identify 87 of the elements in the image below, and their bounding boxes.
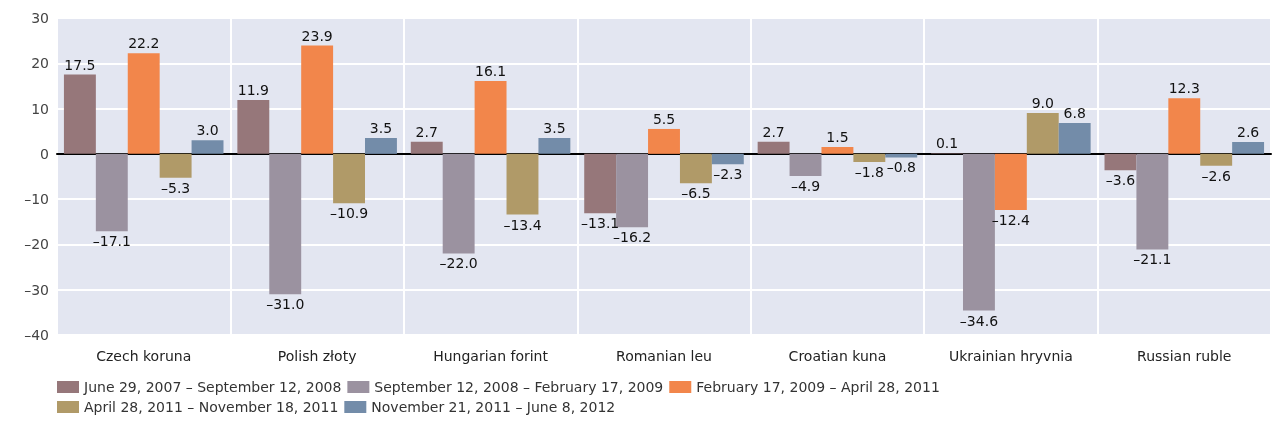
bar bbox=[757, 141, 790, 154]
data-label: –6.5 bbox=[681, 185, 711, 202]
data-label: –2.3 bbox=[713, 166, 743, 183]
bar bbox=[333, 153, 366, 204]
x-tick-label: Romanian leu bbox=[616, 348, 712, 364]
bar bbox=[506, 153, 539, 215]
bar bbox=[191, 140, 224, 154]
y-tick-label: 0 bbox=[40, 145, 49, 162]
data-label: 11.9 bbox=[237, 81, 269, 98]
data-label: –3.6 bbox=[1105, 172, 1136, 189]
data-label: 3.0 bbox=[196, 122, 219, 139]
data-label: 0.1 bbox=[935, 135, 959, 152]
bar bbox=[789, 153, 822, 177]
data-label: –5.3 bbox=[160, 179, 191, 196]
bar bbox=[127, 53, 160, 154]
bar bbox=[994, 153, 1027, 211]
data-label: –4.9 bbox=[790, 178, 821, 195]
data-label: 3.5 bbox=[369, 120, 393, 137]
bar bbox=[474, 80, 507, 154]
bar bbox=[301, 45, 334, 154]
data-label: 12.3 bbox=[1168, 80, 1200, 97]
bar bbox=[237, 99, 270, 154]
data-label: –31.0 bbox=[266, 296, 305, 313]
data-label: 9.0 bbox=[1031, 95, 1054, 112]
data-label: –34.6 bbox=[959, 312, 999, 329]
data-label: –13.4 bbox=[503, 216, 542, 233]
legend-label: February 17, 2009 – April 28, 2011 bbox=[696, 379, 940, 395]
bar bbox=[95, 153, 128, 232]
x-tick-label: Russian ruble bbox=[1137, 348, 1232, 364]
data-label: –13.1 bbox=[581, 215, 620, 232]
data-label: 2.7 bbox=[415, 123, 438, 140]
x-tick-label: Ukrainian hryvnia bbox=[948, 348, 1073, 364]
y-tick-label: –30 bbox=[24, 281, 49, 298]
data-label: 6.8 bbox=[1063, 105, 1086, 122]
legend-label: November 21, 2011 – June 8, 2012 bbox=[371, 399, 616, 415]
data-label: –10.9 bbox=[329, 205, 369, 222]
data-label: –1.8 bbox=[854, 164, 884, 181]
data-label: 1.5 bbox=[826, 129, 849, 146]
bar bbox=[410, 141, 443, 154]
bar bbox=[1200, 153, 1233, 166]
legend-label: April 28, 2011 – November 18, 2011 bbox=[84, 399, 339, 415]
bar bbox=[159, 153, 192, 178]
x-tick-label: Polish złoty bbox=[277, 348, 357, 364]
y-tick-label: –20 bbox=[24, 236, 49, 253]
bar bbox=[1026, 113, 1059, 154]
x-tick-label: Czech koruna bbox=[96, 348, 192, 364]
data-label: –12.4 bbox=[991, 212, 1031, 229]
bar bbox=[584, 153, 617, 214]
bar bbox=[1168, 98, 1201, 154]
bar bbox=[269, 153, 302, 295]
bar bbox=[63, 74, 96, 154]
data-label: 2.7 bbox=[762, 123, 785, 140]
bar bbox=[1232, 142, 1265, 154]
data-label: 16.1 bbox=[474, 62, 507, 79]
data-label: –21.1 bbox=[1133, 251, 1172, 268]
y-tick-label: 10 bbox=[31, 100, 49, 117]
data-label: 3.5 bbox=[543, 120, 566, 137]
bar bbox=[648, 128, 680, 154]
data-label: –22.0 bbox=[439, 255, 478, 272]
data-label: –2.6 bbox=[1201, 167, 1231, 184]
data-label: 2.6 bbox=[1236, 124, 1260, 141]
y-tick-label: 30 bbox=[31, 10, 49, 26]
legend-label: September 12, 2008 – February 17, 2009 bbox=[374, 379, 664, 395]
y-tick-label: –10 bbox=[24, 191, 49, 208]
x-tick-label: Hungarian forint bbox=[433, 348, 549, 364]
y-tick-label: 20 bbox=[31, 55, 49, 72]
data-label: –0.8 bbox=[886, 159, 916, 176]
bar bbox=[1058, 123, 1091, 154]
data-label: –16.2 bbox=[613, 229, 652, 246]
data-label: 17.5 bbox=[64, 56, 96, 73]
bar bbox=[679, 153, 712, 184]
bar bbox=[1136, 153, 1169, 250]
legend-label: June 29, 2007 – September 12, 2008 bbox=[83, 379, 342, 395]
bar bbox=[1104, 153, 1137, 171]
bar bbox=[442, 153, 475, 254]
y-tick-label: –40 bbox=[24, 327, 49, 343]
bar bbox=[616, 153, 649, 228]
bar bbox=[711, 153, 744, 165]
bar bbox=[853, 153, 886, 163]
bar bbox=[821, 147, 854, 154]
x-tick-label: Croatian kuna bbox=[788, 348, 887, 364]
data-label: –17.1 bbox=[92, 233, 131, 250]
data-label: 23.9 bbox=[301, 27, 333, 44]
bar bbox=[538, 138, 571, 154]
data-label: 5.5 bbox=[652, 110, 676, 127]
data-label: 22.2 bbox=[128, 35, 160, 52]
bar bbox=[365, 138, 397, 154]
